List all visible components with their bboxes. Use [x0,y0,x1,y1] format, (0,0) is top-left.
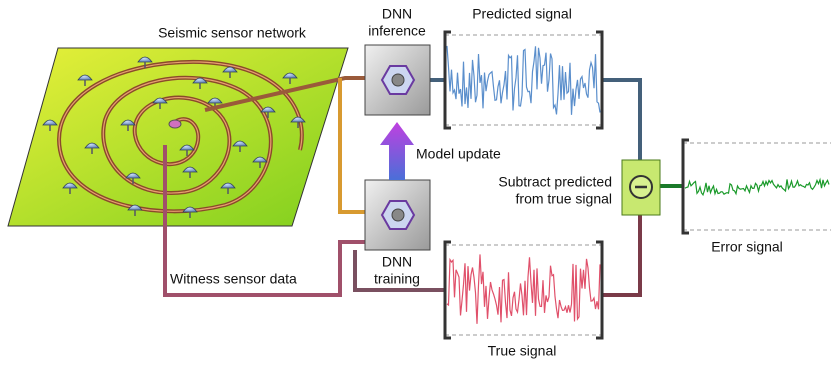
predicted-label: Predicted signal [472,6,572,22]
signal-trace [685,179,829,194]
update-label: Model update [416,146,501,162]
true-label: True signal [488,343,557,359]
training-label: DNN [382,254,412,270]
training-box [365,180,430,250]
training-label: training [374,271,420,287]
inference-box [365,45,430,115]
diagram: Seismic sensor network DNN inference DNN… [0,0,831,365]
subtract-label: Subtract predicted [498,174,612,190]
witness-label: Witness sensor data [170,271,297,287]
bracket [445,32,451,128]
inference-label: DNN [382,6,412,22]
subtract-box [622,160,660,215]
error-label: Error signal [711,239,783,255]
update-arrow [380,122,414,180]
witness-sensor [169,120,181,128]
signal-trace [447,254,600,323]
signal-trace [447,46,600,115]
bracket [445,242,451,338]
inference-label: inference [368,23,426,39]
subtract-label: from true signal [516,191,612,207]
network-label: Seismic sensor network [158,25,307,41]
